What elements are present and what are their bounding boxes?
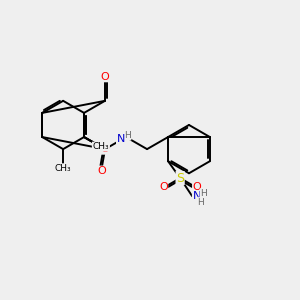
Text: H: H bbox=[200, 189, 207, 198]
Text: CH₃: CH₃ bbox=[92, 142, 109, 151]
Text: O: O bbox=[159, 182, 168, 191]
Text: S: S bbox=[176, 172, 184, 184]
Text: O: O bbox=[193, 182, 201, 191]
Text: N: N bbox=[117, 134, 125, 144]
Text: O: O bbox=[100, 144, 109, 154]
Text: H: H bbox=[197, 198, 204, 207]
Text: N: N bbox=[192, 191, 201, 201]
Text: O: O bbox=[97, 166, 106, 176]
Text: O: O bbox=[100, 72, 109, 82]
Text: H: H bbox=[124, 131, 131, 140]
Text: CH₃: CH₃ bbox=[55, 164, 71, 173]
